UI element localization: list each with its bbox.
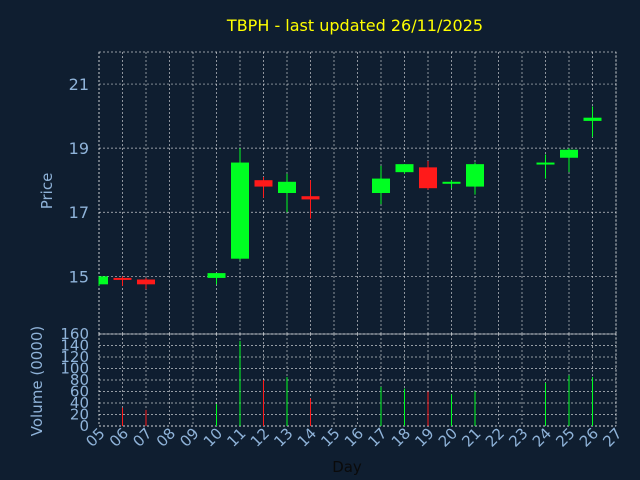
candle-body: [395, 164, 414, 173]
volume-tick-label: 0: [79, 417, 89, 435]
volume-tick-label: 40: [70, 394, 89, 412]
volume-tick-label: 80: [70, 371, 89, 389]
volume-axis-label: Volume (0000): [28, 326, 46, 436]
price-tick-label: 19: [69, 139, 89, 158]
candle-body: [99, 276, 108, 285]
candle-body: [254, 180, 273, 187]
price-panel: 15 17 19 21: [69, 51, 617, 335]
volume-tick-label: 120: [60, 348, 89, 366]
candle-body: [466, 164, 484, 187]
volume-tick-label: 20: [70, 406, 89, 424]
candle-body: [442, 181, 461, 184]
x-axis-label: Day: [332, 458, 362, 476]
price-tick-label: 15: [69, 267, 89, 286]
chart-title: TBPH - last updated 26/11/2025: [226, 16, 483, 35]
candle-body: [372, 178, 390, 193]
candle-body: [137, 279, 155, 285]
volume-tick-label: 140: [60, 337, 89, 355]
price-axis-label: Price: [38, 173, 56, 210]
candle-body: [278, 181, 296, 193]
volume-panel-frame: [98, 333, 617, 427]
volume-tick-label: 160: [60, 325, 89, 343]
candle-body: [301, 196, 320, 200]
candle-body: [113, 277, 132, 280]
candle-body: [231, 162, 249, 259]
candle-body: [583, 117, 602, 121]
price-tick-label: 17: [69, 203, 89, 222]
candle-body: [207, 273, 226, 278]
volume-tick-label: 100: [60, 360, 89, 378]
price-tick-label: 21: [69, 75, 89, 94]
candle-body: [536, 162, 555, 165]
volume-tick-label: 60: [70, 383, 89, 401]
candle-body: [419, 167, 437, 189]
candle-body: [560, 149, 578, 158]
